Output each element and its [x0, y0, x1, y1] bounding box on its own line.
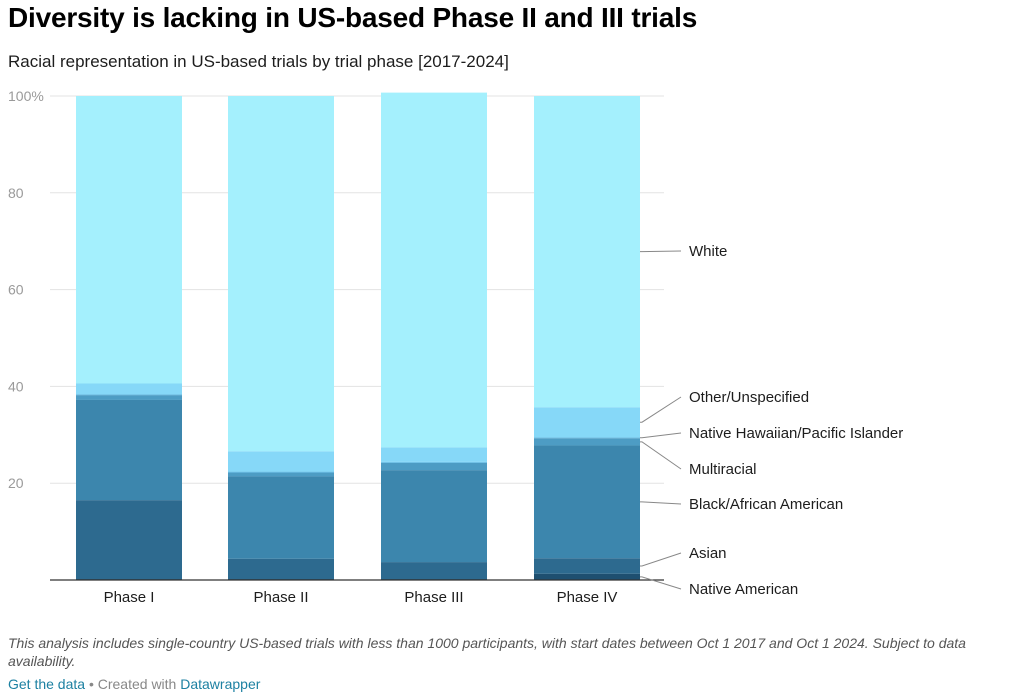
- y-tick-label: 20: [8, 475, 24, 491]
- stacked-bar-chart: 20 40 60 80 100% Phase I Phase II Phase III Phas…: [8, 88, 903, 606]
- bar-segment-nhpi: [76, 394, 182, 396]
- bar-segment-asian: [76, 500, 182, 580]
- bar-segment-white: [228, 96, 334, 452]
- category-label: Phase IV: [557, 589, 618, 606]
- y-tick-label: 40: [8, 378, 24, 394]
- legend-connector: [640, 576, 682, 590]
- bar-segment-white: [381, 92, 487, 448]
- chart-notes: This analysis includes single-country US…: [8, 635, 966, 669]
- category-label: Phase III: [404, 589, 463, 606]
- legend-connector: [640, 501, 682, 505]
- bar-segment-other: [228, 451, 334, 472]
- chart-title: Diversity is lacking in US-based Phase I…: [8, 2, 698, 33]
- legend-label: White: [689, 243, 727, 260]
- chart-subtitle: Racial representation in US-based trials…: [8, 52, 509, 71]
- bar-segment-other: [534, 407, 640, 438]
- bar-segment-native_american: [534, 573, 640, 580]
- footer: Get the data • Created with Datawrapper: [8, 676, 260, 692]
- bar-segment-white: [76, 96, 182, 384]
- legend-label: Black/African American: [689, 496, 843, 513]
- category-label: Phase I: [104, 589, 155, 606]
- bar-segment-nhpi: [228, 471, 334, 473]
- legend-label: Native American: [689, 581, 798, 598]
- bar-segment-multiracial: [228, 472, 334, 477]
- legend-label: Multiracial: [689, 461, 757, 478]
- footer-separator: • Created with: [85, 676, 181, 692]
- legend-label: Native Hawaiian/Pacific Islander: [689, 425, 903, 442]
- bar-segment-other: [76, 383, 182, 395]
- bar-segment-black: [381, 470, 487, 563]
- legend-connector: [640, 432, 682, 439]
- bar-segment-asian: [534, 558, 640, 574]
- y-tick-label: 80: [8, 185, 24, 201]
- bar-segment-asian: [228, 558, 334, 580]
- bar-segment-white: [534, 96, 640, 408]
- bar-segment-other: [381, 447, 487, 462]
- legend-connector: [640, 552, 682, 567]
- bar-segment-black: [76, 399, 182, 501]
- bar-segment-asian: [381, 562, 487, 580]
- get-the-data-link[interactable]: Get the data: [8, 676, 86, 692]
- bar-segment-multiracial: [534, 438, 640, 446]
- bar-segment-multiracial: [381, 462, 487, 471]
- bar-segment-multiracial: [76, 395, 182, 400]
- y-tick-label: 100%: [8, 88, 44, 104]
- bar-segment-nhpi: [534, 437, 640, 439]
- bar-segment-black: [228, 476, 334, 559]
- legend-label: Other/Unspecified: [689, 389, 809, 406]
- legend-connector: [640, 441, 682, 470]
- bar-segment-nhpi: [381, 461, 487, 463]
- category-label: Phase II: [253, 589, 308, 606]
- y-tick-label: 60: [8, 282, 24, 298]
- datawrapper-link[interactable]: Datawrapper: [180, 676, 261, 692]
- bar-segment-black: [534, 445, 640, 559]
- legend-connector: [640, 396, 682, 423]
- legend-label: Asian: [689, 545, 727, 562]
- legend-connector: [640, 250, 682, 253]
